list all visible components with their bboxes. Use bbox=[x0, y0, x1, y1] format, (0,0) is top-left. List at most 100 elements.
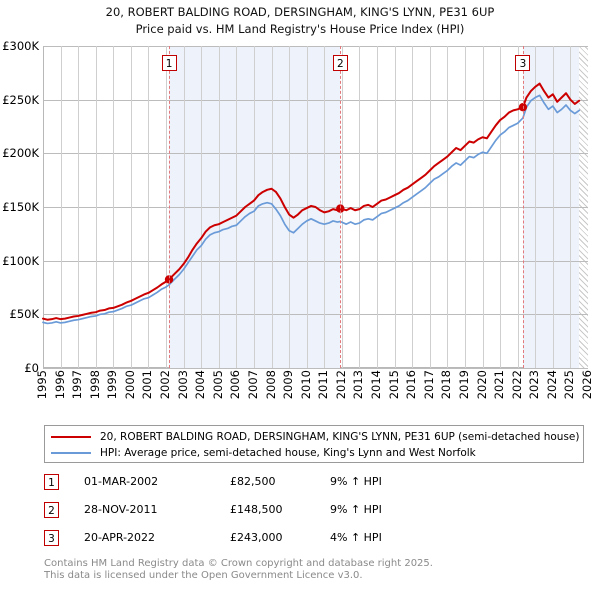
x-axis-tick-label: 2000 bbox=[122, 370, 137, 400]
legend-entry-1: 20, ROBERT BALDING ROAD, DERSINGHAM, KIN… bbox=[45, 429, 583, 445]
legend-color-swatch bbox=[51, 436, 91, 438]
x-axis-tick-label: 2022 bbox=[509, 370, 524, 400]
gridline-vertical bbox=[517, 46, 519, 368]
x-axis-tick-label: 2025 bbox=[562, 370, 577, 400]
series-line-hpi bbox=[42, 94, 581, 325]
gridline-vertical bbox=[78, 46, 80, 368]
y-axis-tick-label: £250K bbox=[2, 92, 39, 107]
x-axis-tick-label: 1998 bbox=[87, 370, 102, 400]
x-axis-tick-label: 2001 bbox=[140, 370, 155, 400]
gridline-vertical bbox=[271, 46, 273, 368]
transaction-date: 20-APR-2022 bbox=[84, 531, 156, 544]
gridline-vertical bbox=[148, 46, 150, 368]
series-line-property bbox=[42, 82, 581, 321]
x-axis-tick-label: 2002 bbox=[158, 370, 173, 400]
y-axis-tick-label: £0 bbox=[24, 361, 39, 375]
gridline-horizontal bbox=[43, 153, 588, 155]
transaction-marker-line-1 bbox=[169, 46, 171, 368]
transaction-index-badge: 2 bbox=[44, 502, 59, 518]
y-axis-tick-label: £100K bbox=[2, 253, 39, 268]
x-axis-tick-label: 2019 bbox=[456, 370, 471, 400]
table-row[interactable]: 3 20-APR-2022 £243,000 4% ↑ HPI bbox=[44, 527, 584, 555]
transaction-date: 28-NOV-2011 bbox=[84, 503, 158, 516]
gridline-vertical bbox=[377, 46, 379, 368]
gridline-vertical bbox=[359, 46, 361, 368]
legend-entry-label: 20, ROBERT BALDING ROAD, DERSINGHAM, KIN… bbox=[100, 431, 580, 443]
gridline-vertical bbox=[412, 46, 414, 368]
gridline-vertical bbox=[113, 46, 115, 368]
gridline-vertical bbox=[60, 46, 62, 368]
transaction-price: £82,500 bbox=[230, 475, 276, 488]
legend-color-swatch bbox=[51, 452, 91, 454]
chart-legend: 20, ROBERT BALDING ROAD, DERSINGHAM, KIN… bbox=[44, 425, 584, 463]
y-axis-tick-label: £300K bbox=[2, 39, 39, 53]
transaction-hpi-delta: 4% ↑ HPI bbox=[330, 531, 382, 544]
transaction-price: £243,000 bbox=[230, 531, 283, 544]
footer-line-2: This data is licensed under the Open Gov… bbox=[44, 570, 363, 581]
x-axis-tick-label: 2009 bbox=[281, 370, 296, 400]
x-axis-tick-label: 2018 bbox=[439, 370, 454, 400]
gridline-vertical bbox=[324, 46, 326, 368]
gridline-vertical bbox=[166, 46, 168, 368]
transaction-price: £148,500 bbox=[230, 503, 283, 516]
chart-title-block: 20, ROBERT BALDING ROAD, DERSINGHAM, KIN… bbox=[0, 4, 600, 38]
gridline-vertical bbox=[429, 46, 431, 368]
legend-entry-label: HPI: Average price, semi-detached house,… bbox=[100, 447, 476, 459]
transaction-index-badge: 1 bbox=[44, 474, 59, 490]
x-axis-tick-label: 2014 bbox=[369, 370, 384, 400]
transaction-index-badge: 3 bbox=[44, 530, 59, 546]
gridline-vertical bbox=[552, 46, 554, 368]
x-axis-tick-label: 1995 bbox=[35, 370, 49, 400]
gridline-vertical bbox=[130, 46, 132, 368]
gridline-horizontal bbox=[43, 260, 588, 262]
gridline-horizontal bbox=[43, 99, 588, 101]
x-axis-tick-label: 2015 bbox=[386, 370, 401, 400]
x-axis-tick-label: 1999 bbox=[105, 370, 120, 400]
gridline-horizontal bbox=[43, 314, 588, 316]
gridline-vertical bbox=[570, 46, 572, 368]
gridline-vertical bbox=[236, 46, 238, 368]
x-axis-tick-label: 2020 bbox=[474, 370, 489, 400]
transaction-hpi-delta: 9% ↑ HPI bbox=[330, 475, 382, 488]
gridline-vertical bbox=[95, 46, 97, 368]
footer-attribution: Contains HM Land Registry data © Crown c… bbox=[44, 558, 584, 582]
x-axis-tick-label: 2008 bbox=[263, 370, 278, 400]
x-axis-tick-label: 2023 bbox=[527, 370, 542, 400]
gridline-vertical bbox=[447, 46, 449, 368]
x-axis: 1995 1996 1997 1998 1999 2000 2001 2002 2003 2004… bbox=[35, 370, 594, 416]
gridline-vertical bbox=[482, 46, 484, 368]
x-axis-tick-label: 2012 bbox=[333, 370, 348, 400]
table-row[interactable]: 2 28-NOV-2011 £148,500 9% ↑ HPI bbox=[44, 499, 584, 527]
x-axis-tick-label: 2013 bbox=[351, 370, 366, 400]
x-axis-tick-label: 2006 bbox=[228, 370, 243, 400]
x-axis-tick-label: 2016 bbox=[404, 370, 419, 400]
footer-line-1: Contains HM Land Registry data © Crown c… bbox=[44, 558, 433, 569]
transaction-hpi-delta: 9% ↑ HPI bbox=[330, 503, 382, 516]
table-row[interactable]: 1 01-MAR-2002 £82,500 9% ↑ HPI bbox=[44, 471, 584, 499]
price-history-chart: 1 2 3 bbox=[42, 46, 588, 369]
transaction-marker-badge-1[interactable]: 1 bbox=[161, 55, 177, 71]
gridline-vertical bbox=[183, 46, 185, 368]
x-axis-tick-label: 2024 bbox=[544, 370, 559, 400]
gridline-vertical bbox=[535, 46, 537, 368]
transaction-marker-badge-2[interactable]: 2 bbox=[332, 55, 348, 71]
x-axis-tick-label: 2011 bbox=[316, 370, 331, 400]
y-axis-tick-label: £200K bbox=[2, 146, 39, 161]
gridline-vertical bbox=[289, 46, 291, 368]
y-axis-tick-label: £150K bbox=[2, 200, 39, 214]
series-lines bbox=[42, 82, 581, 325]
gridline-horizontal bbox=[43, 368, 588, 369]
x-axis-tick-label: 2003 bbox=[175, 370, 190, 400]
transactions-table: 1 01-MAR-2002 £82,500 9% ↑ HPI 2 28-NOV-2011 £… bbox=[44, 471, 584, 555]
gridline-vertical bbox=[464, 46, 466, 368]
x-axis-tick-label: 2026 bbox=[580, 370, 594, 400]
page-title-line1: 20, ROBERT BALDING ROAD, DERSINGHAM, KIN… bbox=[105, 5, 495, 19]
transaction-date: 01-MAR-2002 bbox=[84, 475, 159, 488]
x-axis-tick-label: 2004 bbox=[193, 370, 208, 400]
x-axis-tick-label: 2021 bbox=[492, 370, 507, 400]
gridline-vertical bbox=[201, 46, 203, 368]
gridline-vertical bbox=[253, 46, 255, 368]
legend-entry-2: HPI: Average price, semi-detached house,… bbox=[45, 445, 583, 461]
transaction-marker-badge-3[interactable]: 3 bbox=[515, 55, 531, 71]
transaction-marker-line-2 bbox=[340, 46, 342, 368]
